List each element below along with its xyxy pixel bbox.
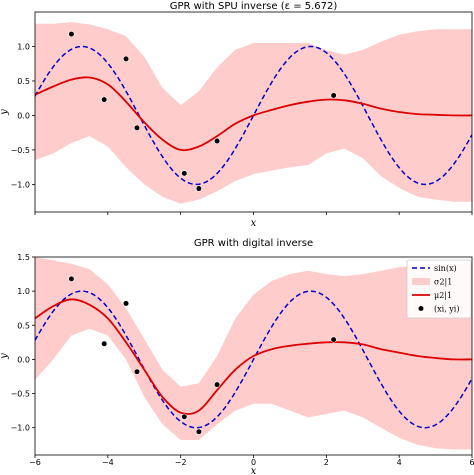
y-axis-label: y	[0, 353, 10, 360]
y-tick-label: 0.5	[17, 321, 30, 330]
y-tick-label: −0.5	[11, 146, 30, 155]
y-tick-label: −1.0	[11, 424, 30, 433]
data-point	[213, 381, 221, 388]
legend-label: σ2|1	[434, 278, 452, 287]
y-tick-label: 0.0	[17, 111, 30, 120]
data-point	[195, 185, 202, 192]
x-tick-label: 4	[397, 458, 402, 467]
x-tick-label: 2	[324, 458, 329, 467]
chart-title: GPR with digital inverse	[194, 238, 313, 249]
confidence-band	[35, 257, 472, 450]
plot-area	[35, 257, 472, 450]
data-point	[101, 96, 108, 103]
data-point	[195, 428, 202, 435]
y-tick-label: −0.5	[11, 390, 30, 399]
legend-swatch-points	[417, 305, 425, 312]
chart-panel-1: GPR with SPU inverse (ε = 5.672) 1.0 0.5 0.…	[0, 1, 473, 229]
y-tick-label: 1.0	[17, 287, 30, 296]
legend-label: (xi, yi)	[434, 305, 459, 314]
y-tick-label: 1.0	[17, 42, 30, 51]
x-tick-label: −6	[29, 458, 41, 467]
data-point	[330, 336, 337, 343]
legend-label: sin(x)	[434, 264, 457, 273]
data-point	[122, 55, 130, 62]
data-point	[68, 275, 75, 282]
x-axis-label: x	[251, 466, 257, 475]
y-tick-label: 1.5	[17, 253, 30, 262]
mean-curve	[35, 76, 472, 152]
chart-title: GPR with SPU inverse (ε = 5.672)	[170, 1, 338, 12]
x-axis-label: x	[251, 218, 257, 229]
y-tick-label: 0.5	[17, 77, 30, 86]
y-tick-label: 0.0	[17, 355, 30, 364]
data-point	[133, 124, 141, 131]
data-point	[330, 92, 337, 99]
data-point	[181, 170, 188, 177]
legend: sin(x) σ2|1 μ2|1 (xi, yi)	[406, 259, 472, 319]
x-tick-label: 0	[251, 458, 256, 467]
sin-curve	[35, 45, 472, 186]
x-tick-label: −4	[102, 458, 114, 467]
x-tick-label: 6	[469, 458, 474, 467]
chart-panel-2: GPR with digital inverse −6 −4 −2 0 2 4 6 1.5 1.0…	[0, 238, 474, 475]
y-axis-label: y	[0, 109, 10, 116]
data-point	[68, 30, 75, 38]
data-point	[213, 137, 221, 145]
data-point	[122, 300, 130, 307]
sin-curve	[35, 290, 472, 429]
data-point	[133, 368, 141, 375]
legend-label: μ2|1	[434, 291, 452, 300]
legend-box	[406, 259, 472, 319]
x-tick-label: −2	[175, 458, 187, 467]
legend-swatch-band	[412, 278, 430, 285]
data-point	[181, 413, 188, 420]
data-point	[101, 340, 108, 347]
confidence-band	[35, 22, 472, 204]
plot-area	[35, 22, 472, 204]
y-tick-label: −1.0	[11, 180, 30, 189]
mean-curve	[35, 298, 472, 415]
